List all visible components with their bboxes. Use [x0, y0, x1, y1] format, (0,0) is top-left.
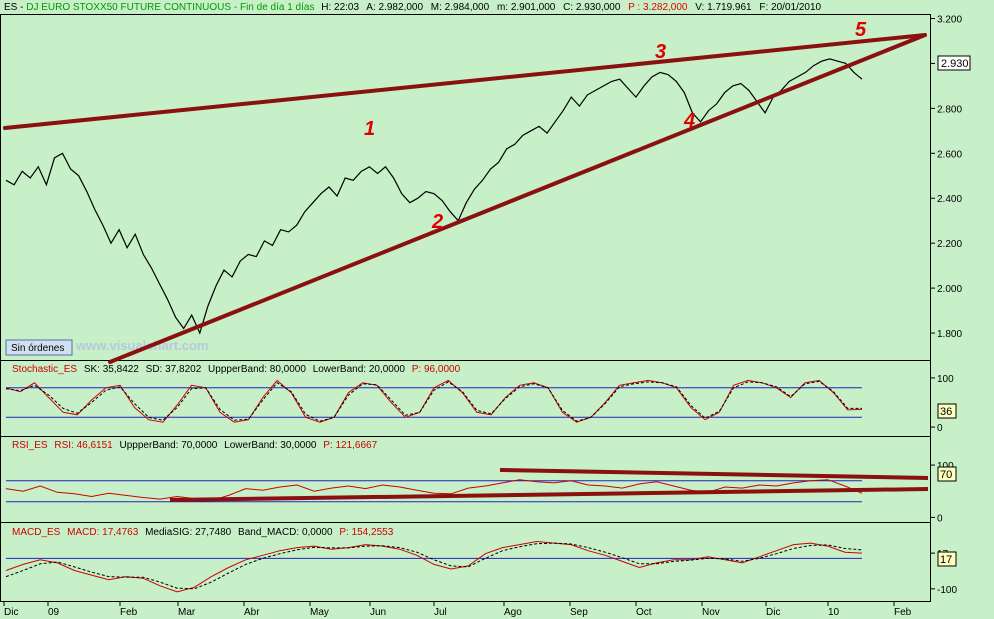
rsi-name: RSI_ES [12, 440, 48, 451]
date-axis: Dic 09 Feb Mar Abr May Jun Jul Ago Sep Oct Nov Dic 10… [3, 602, 912, 618]
y-tick-label: 100 [937, 374, 954, 385]
wave-label-5: 5 [855, 19, 867, 41]
macd-title: MACD_ES MACD: 17,4763 MediaSIG: 27,7480 … [12, 527, 394, 538]
y-tick-label: 2.400 [937, 194, 962, 205]
series-line-price [5, 58, 863, 335]
header-close: C: 2.930,000 [563, 2, 621, 13]
header-date: F: 20/01/2010 [759, 2, 821, 13]
rsi-title: RSI_ES RSI: 46,6151 UppperBand: 70,0000 … [12, 440, 378, 451]
stochastic-lower: LowerBand: 20,0000 [313, 364, 406, 375]
header-p: P : 3.282,000 [628, 2, 688, 13]
trendlines [3, 33, 927, 364]
y-tick-label: 3.200 [937, 14, 962, 25]
rsi-value: RSI: 46,6151 [54, 440, 113, 451]
macd-band: Band_MACD: 0,0000 [238, 527, 333, 538]
macd-series [5, 540, 863, 593]
wave-label-1: 1 [364, 118, 375, 140]
x-tick-label: May [310, 607, 329, 618]
stochastic-sk: SK: 35,8422 [84, 364, 139, 375]
rsi-lower: LowerBand: 30,0000 [224, 440, 317, 451]
rsi-series [5, 479, 863, 503]
x-tick-label: Mar [178, 607, 196, 618]
y-tick-label: 2.600 [937, 149, 962, 160]
chart-header: ES - DJ EURO STOXX50 FUTURE CONTINUOUS -… [4, 2, 822, 13]
header-hour: H: 22:03 [321, 2, 359, 13]
price-tag: 2.930 [937, 55, 971, 71]
wave-label-3: 3 [655, 41, 666, 63]
x-tick-label: Dic [766, 607, 780, 618]
header-symbol: ES [4, 2, 18, 13]
header-open: A: 2.982,000 [366, 2, 423, 13]
y-tick-label: -100 [937, 585, 957, 596]
x-tick-label: Jul [434, 607, 447, 618]
x-tick-label: Jun [370, 607, 386, 618]
upper-trendline [3, 33, 927, 130]
series-line-mediasig [5, 542, 863, 590]
macd-tag-value: 17 [940, 554, 952, 566]
y-tick-label: 2.800 [937, 104, 962, 115]
header-high: M: 2.984,000 [431, 2, 490, 13]
x-tick-label: Feb [894, 607, 912, 618]
x-tick-label: Dic [4, 607, 18, 618]
stochastic-tag: 36 [937, 403, 957, 419]
x-tick-label: Oct [636, 607, 652, 618]
series-line-macd [5, 540, 863, 593]
stochastic-name: Stochastic_ES [12, 364, 77, 375]
orders-button-label: Sin órdenes [11, 343, 64, 354]
macd-name: MACD_ES [12, 527, 61, 538]
stochastic-title: Stochastic_ES SK: 35,8422 SD: 37,8202 Up… [12, 364, 461, 375]
wave-label-4: 4 [683, 110, 695, 132]
macd-value: MACD: 17,4763 [67, 527, 139, 538]
header-volume: V: 1.719.961 [695, 2, 752, 13]
y-tick-label: 1.800 [937, 329, 962, 340]
price-series [5, 58, 863, 335]
macd-signal: MediaSIG: 27,7480 [145, 527, 232, 538]
x-tick-label: Feb [120, 607, 138, 618]
stochastic-upper: UppperBand: 80,0000 [208, 364, 306, 375]
header-period: Fin de día 1 días [240, 2, 315, 13]
stochastic-axis: 0 100 [930, 374, 954, 434]
price-tag-value: 2.930 [941, 58, 969, 70]
rsi-trendlines [169, 468, 929, 502]
x-tick-label: Sep [570, 607, 588, 618]
y-tick-label: 2.200 [937, 239, 962, 250]
series-line-rsi [5, 479, 863, 502]
rsi-upper-trendline [499, 468, 929, 480]
header-low: m: 2.901,000 [497, 2, 556, 13]
y-tick-label: 2.000 [937, 284, 962, 295]
y-tick-label: 0 [937, 423, 943, 434]
watermark: www.visualchart.com [75, 338, 208, 353]
lower-trendline [108, 33, 927, 364]
header-title: DJ EURO STOXX50 FUTURE CONTINUOUS [26, 2, 231, 13]
rsi-tag-value: 70 [940, 469, 952, 481]
rsi-upper: UppperBand: 70,0000 [120, 440, 218, 451]
macd-p: P: 154,2553 [339, 527, 393, 538]
orders-button[interactable]: Sin órdenes [5, 339, 73, 356]
rsi-p: P: 121,6667 [323, 440, 377, 451]
rsi-lower-trendline [169, 487, 929, 502]
rsi-tag: 70 [937, 466, 957, 482]
wave-label-2: 2 [431, 211, 443, 233]
stochastic-p: P: 96,0000 [412, 364, 461, 375]
stochastic-series [5, 379, 863, 423]
x-tick-label: Ago [504, 607, 522, 618]
series-line-sd [5, 380, 862, 422]
stochastic-tag-value: 36 [940, 406, 952, 418]
x-tick-label: 10 [828, 607, 840, 618]
x-tick-label: Nov [702, 607, 720, 618]
x-tick-label: Abr [244, 607, 260, 618]
wave-labels: 1 2 3 4 5 [364, 19, 867, 233]
x-tick-label: 09 [48, 607, 60, 618]
y-tick-label: 0 [937, 513, 943, 524]
macd-tag: 17 [937, 551, 957, 567]
stochastic-sd: SD: 37,8202 [146, 364, 202, 375]
series-line-sk [5, 379, 863, 423]
